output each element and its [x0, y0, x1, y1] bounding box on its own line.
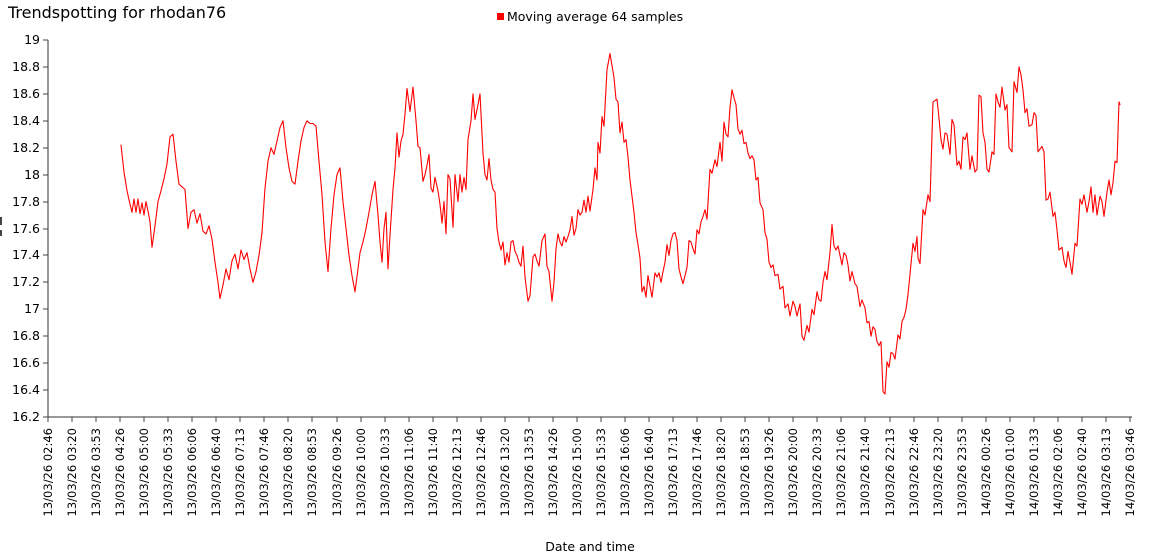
x-tick-label: 13/03/26 23:53	[955, 428, 969, 516]
x-tick-label: 13/03/26 22:13	[883, 428, 897, 516]
x-tick-label: 13/03/26 20:33	[810, 428, 824, 516]
x-tick-label: 13/03/26 08:20	[281, 428, 295, 516]
y-tick-label: 17	[24, 301, 40, 316]
x-tick-label: 13/03/26 19:26	[762, 428, 776, 516]
x-tick-label: 13/03/26 15:33	[594, 428, 608, 516]
x-tick-label: 13/03/26 21:40	[858, 428, 872, 516]
y-tick-label: 19	[24, 32, 40, 47]
y-tick-label: 16.8	[12, 328, 40, 343]
x-tick-label: 14/03/26 03:46	[1123, 428, 1137, 516]
x-tick-label: 14/03/26 02:06	[1051, 428, 1065, 516]
x-tick-label: 13/03/26 16:06	[618, 428, 632, 516]
y-tick-label: 17.4	[12, 247, 40, 262]
legend: Moving average 64 samples	[497, 9, 683, 24]
x-tick-label: 13/03/26 08:53	[305, 428, 319, 516]
x-tick-label: 13/03/26 17:13	[666, 428, 680, 516]
y-tick-label: 18	[24, 167, 40, 182]
y-tick-label: 16.2	[12, 409, 40, 424]
x-tick-label: 13/03/26 10:00	[354, 428, 368, 516]
x-tick-label: 13/03/26 20:00	[786, 428, 800, 516]
x-tick-label: 13/03/26 07:46	[257, 428, 271, 516]
x-tick-label: 13/03/26 18:53	[738, 428, 752, 516]
x-tick-label: 13/03/26 02:46	[41, 428, 55, 516]
x-tick-label: 14/03/26 02:40	[1075, 428, 1089, 516]
series-line-moving-average	[120, 52, 1121, 395]
x-tick-label: 14/03/26 01:00	[1003, 428, 1017, 516]
y-tick-label: 16.4	[12, 382, 40, 397]
y-tick-label: 16.6	[12, 355, 40, 370]
chart-title: Trendspotting for rhodan76	[8, 3, 227, 22]
x-tick-label: 13/03/26 12:46	[474, 428, 488, 516]
x-tick-label: 13/03/26 17:46	[690, 428, 704, 516]
x-tick-label: 14/03/26 01:33	[1027, 428, 1041, 516]
legend-swatch-icon	[497, 13, 504, 20]
x-tick-label: 13/03/26 06:06	[185, 428, 199, 516]
x-tick-label: 13/03/26 07:13	[233, 428, 247, 516]
x-tick-label: 13/03/26 15:00	[570, 428, 584, 516]
x-tick-label: 13/03/26 16:40	[642, 428, 656, 516]
y-tick-label: 18.4	[12, 113, 40, 128]
y-tick-label: 18.8	[12, 59, 40, 74]
x-tick-label: 13/03/26 06:40	[209, 428, 223, 516]
y-tick-label: 17.2	[12, 274, 40, 289]
x-axis-title: Date and time	[545, 539, 635, 554]
x-tick-label: 13/03/26 18:20	[714, 428, 728, 516]
y-tick-label: 17.8	[12, 194, 40, 209]
x-tick-label: 13/03/26 05:33	[161, 428, 175, 516]
x-tick-label: 13/03/26 10:33	[378, 428, 392, 516]
x-tick-label: 13/03/26 04:26	[113, 428, 127, 516]
x-tick-label: 13/03/26 13:53	[522, 428, 536, 516]
x-tick-label: 14/03/26 00:26	[979, 428, 993, 516]
x-tick-label: 13/03/26 11:06	[402, 428, 416, 516]
x-tick-label: 13/03/26 09:26	[330, 428, 344, 516]
x-tick-label: 13/03/26 13:20	[498, 428, 512, 516]
x-tick-label: 14/03/26 03:13	[1099, 428, 1113, 516]
x-tick-label: 13/03/26 23:20	[931, 428, 945, 516]
y-tick-label: 17.6	[12, 221, 40, 236]
x-tick-label: 13/03/26 12:13	[450, 428, 464, 516]
y-tick-label: 18.6	[12, 86, 40, 101]
y-tick-label: 18.2	[12, 140, 40, 155]
x-tick-label: 13/03/26 05:00	[137, 428, 151, 516]
x-tick-label: 13/03/26 11:40	[426, 428, 440, 516]
x-tick-label: 13/03/26 22:46	[907, 428, 921, 516]
x-tick-label: 13/03/26 03:20	[65, 428, 79, 516]
legend-label: Moving average 64 samples	[507, 9, 684, 24]
x-tick-label: 13/03/26 14:26	[546, 428, 560, 516]
y-axis-unit-clipped	[0, 217, 3, 239]
x-tick-label: 13/03/26 03:53	[89, 428, 103, 516]
x-tick-label: 13/03/26 21:06	[834, 428, 848, 516]
